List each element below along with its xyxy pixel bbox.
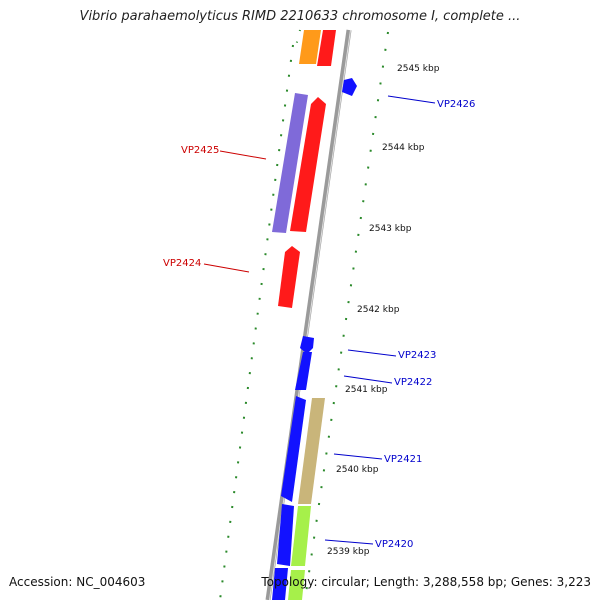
tick-label-2544: 2544 kbp — [382, 143, 425, 153]
accession-text: Accession: NC_004603 — [9, 575, 146, 589]
gene-red-large[interactable] — [290, 97, 326, 232]
label-VP2421[interactable]: VP2421 — [384, 454, 422, 465]
gene-tan[interactable] — [298, 398, 325, 504]
gene-blue-bottom[interactable] — [272, 568, 288, 600]
gene-VP2421[interactable] — [281, 396, 306, 502]
topology-stats: Topology: circular; Length: 3,288,558 bp… — [261, 575, 591, 589]
label-VP2424[interactable]: VP2424 — [163, 258, 201, 269]
gene-blue-lower[interactable] — [277, 504, 294, 566]
gene-red-top[interactable] — [317, 30, 336, 66]
gene-lime[interactable] — [291, 506, 311, 566]
tick-label-2543: 2543 kbp — [369, 224, 412, 234]
label-VP2423[interactable]: VP2423 — [398, 350, 436, 361]
label-lines — [203, 95, 436, 545]
map-title: Vibrio parahaemolyticus RIMD 2210633 chr… — [79, 9, 521, 24]
tick-labels: 2545 kbp 2544 kbp 2543 kbp 2542 kbp 2541… — [327, 64, 440, 557]
gene-VP2422[interactable] — [295, 352, 312, 390]
gene-VP2425[interactable] — [272, 93, 308, 233]
label-VP2426[interactable]: VP2426 — [437, 99, 475, 110]
tick-label-2542: 2542 kbp — [357, 305, 400, 315]
label-VP2422[interactable]: VP2422 — [394, 377, 432, 388]
tick-label-2540: 2540 kbp — [336, 465, 379, 475]
label-VP2425[interactable]: VP2425 — [181, 145, 219, 156]
tick-label-2539: 2539 kbp — [327, 547, 370, 557]
outer-ring-left — [219, 29, 301, 600]
label-VP2420[interactable]: VP2420 — [375, 539, 413, 550]
gene-VP2423[interactable] — [300, 336, 314, 354]
tick-label-2541: 2541 kbp — [345, 385, 388, 395]
tick-label-2545: 2545 kbp — [397, 64, 440, 74]
gene-orange-top[interactable] — [299, 30, 321, 64]
gene-VP2424[interactable] — [278, 246, 300, 308]
gene-VP2426[interactable] — [342, 78, 357, 96]
gene-lime-bottom[interactable] — [288, 570, 305, 600]
gene-labels: VP2426 VP2425 VP2424 VP2423 VP2422 VP242… — [163, 99, 475, 550]
